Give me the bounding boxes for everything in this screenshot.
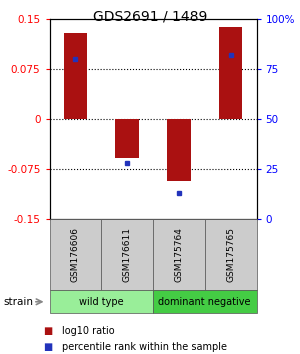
Bar <box>219 28 242 120</box>
Text: percentile rank within the sample: percentile rank within the sample <box>61 342 226 352</box>
Bar <box>64 33 87 120</box>
Text: wild type: wild type <box>79 297 124 307</box>
Text: GSM175764: GSM175764 <box>174 227 183 282</box>
Text: dominant negative: dominant negative <box>158 297 251 307</box>
Bar <box>167 120 190 181</box>
Text: ■: ■ <box>44 326 53 336</box>
Text: GSM176606: GSM176606 <box>71 227 80 282</box>
Text: GDS2691 / 1489: GDS2691 / 1489 <box>93 10 207 24</box>
Text: GSM175765: GSM175765 <box>226 227 235 282</box>
Bar <box>116 120 139 158</box>
Text: ■: ■ <box>44 342 53 352</box>
Text: log10 ratio: log10 ratio <box>61 326 114 336</box>
Text: GSM176611: GSM176611 <box>123 227 132 282</box>
Text: strain: strain <box>3 297 33 307</box>
